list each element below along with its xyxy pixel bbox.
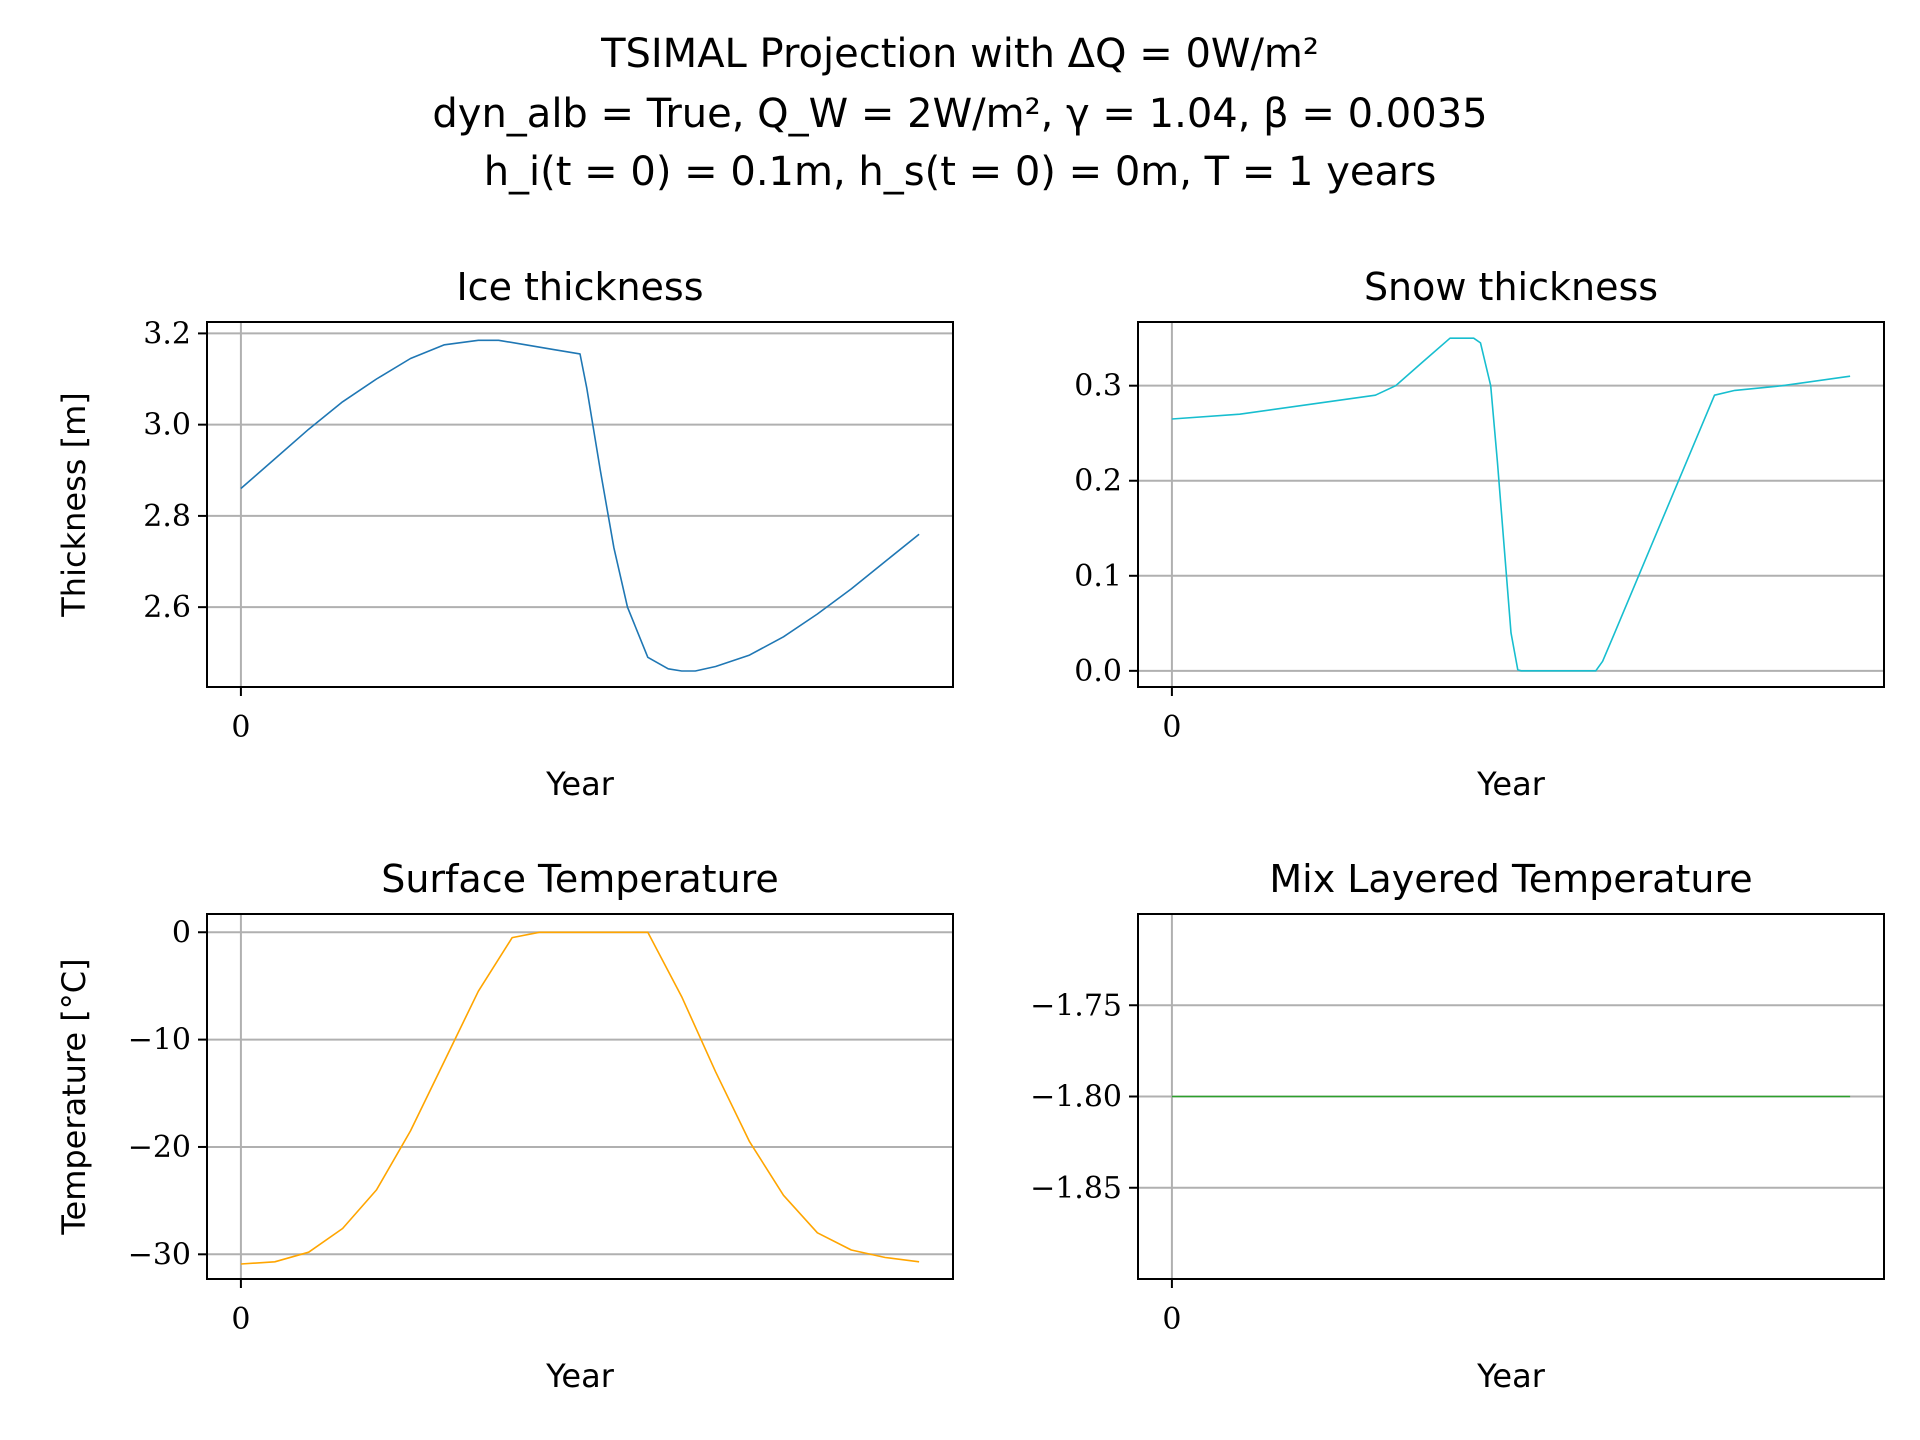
subplot-title: Snow thickness bbox=[1364, 265, 1658, 309]
y-tick-label: −20 bbox=[128, 1130, 191, 1165]
axes-frame bbox=[1137, 913, 1885, 1280]
x-tick-label: 0 bbox=[1162, 710, 1181, 745]
series-line-surface-temperature bbox=[240, 931, 920, 1265]
suptitle-line-1: TSIMAL Projection with ΔQ = 0W/m² bbox=[601, 31, 1319, 77]
suptitle-line-2: dyn_alb = True, Q_W = 2W/m², γ = 1.04, β… bbox=[432, 91, 1488, 137]
y-tick-label: 0.3 bbox=[1074, 369, 1122, 404]
y-axis-label: Temperature [°C] bbox=[55, 958, 93, 1235]
axes-frame bbox=[206, 321, 954, 688]
axes-frame bbox=[1137, 321, 1885, 688]
subplot-ice-thickness: 2.6 2.8 3.0 3.2 0 Ice thickness Year Thickness … bbox=[55, 265, 954, 803]
x-axis-label: Year bbox=[1476, 765, 1546, 803]
y-tick-label: −30 bbox=[128, 1237, 191, 1272]
x-tick-label: 0 bbox=[231, 1302, 250, 1337]
series-line-ice-thickness bbox=[240, 339, 920, 672]
y-tick-label: 0.2 bbox=[1074, 464, 1122, 499]
x-tick-label: 0 bbox=[1162, 1302, 1181, 1337]
y-tick-label: 3.2 bbox=[143, 316, 191, 351]
x-axis-label: Year bbox=[545, 1357, 615, 1395]
y-tick-label: −1.75 bbox=[1030, 988, 1122, 1023]
x-axis-label: Year bbox=[545, 765, 615, 803]
subplot-title: Mix Layered Temperature bbox=[1269, 857, 1752, 901]
y-tick-label: −1.85 bbox=[1030, 1171, 1122, 1206]
y-tick-label: 0 bbox=[172, 915, 191, 950]
y-tick-label: 2.8 bbox=[143, 499, 191, 534]
y-tick-label: −10 bbox=[128, 1023, 191, 1058]
y-tick-label: 3.0 bbox=[143, 408, 191, 443]
y-tick-label: 0.1 bbox=[1074, 559, 1122, 594]
y-tick-label: 2.6 bbox=[143, 590, 191, 625]
y-axis-label: Thickness [m] bbox=[55, 392, 93, 617]
subplot-surface-temperature: −30 −20 −10 0 0 Surface Temperature Year Temper… bbox=[55, 857, 954, 1395]
suptitle-line-3: h_i(t = 0) = 0.1m, h_s(t = 0) = 0m, T = … bbox=[483, 149, 1437, 195]
x-tick-label: 0 bbox=[231, 710, 250, 745]
y-tick-label: −1.80 bbox=[1030, 1080, 1122, 1115]
subplot-title: Ice thickness bbox=[456, 265, 703, 309]
x-axis-label: Year bbox=[1476, 1357, 1546, 1395]
subplot-mix-layered-temperature: −1.85 −1.80 −1.75 0 Mix Layered Temperature Y… bbox=[1030, 857, 1885, 1395]
subplot-snow-thickness: 0.0 0.1 0.2 0.3 0 Snow thickness Year bbox=[1074, 265, 1885, 803]
axes-frame bbox=[206, 913, 954, 1280]
series-line-snow-thickness bbox=[1171, 337, 1851, 672]
subplot-title: Surface Temperature bbox=[381, 857, 779, 901]
y-tick-label: 0.0 bbox=[1074, 654, 1122, 689]
